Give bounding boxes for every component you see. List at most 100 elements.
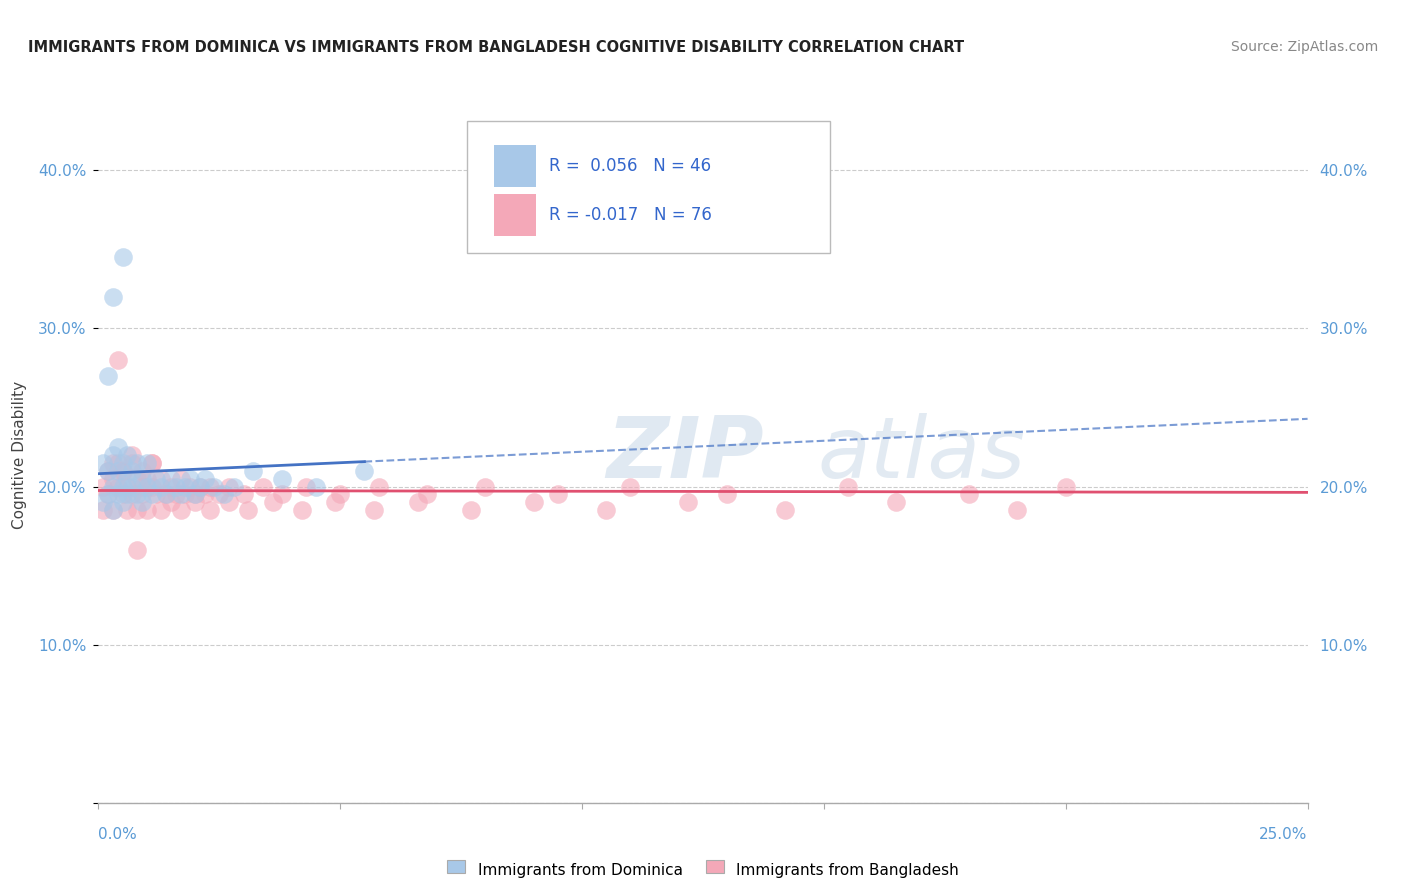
Point <box>135 479 157 493</box>
Point <box>208 487 231 501</box>
Point <box>141 487 163 501</box>
Point <box>252 479 274 493</box>
Point <box>117 448 139 462</box>
Point <box>179 472 201 486</box>
Point <box>547 487 569 501</box>
Text: ZIP: ZIP <box>606 413 763 497</box>
Point <box>368 479 391 493</box>
Text: 25.0%: 25.0% <box>1260 827 1308 841</box>
Point <box>97 464 120 478</box>
Point <box>238 503 260 517</box>
Point <box>117 479 139 493</box>
Point <box>135 472 157 486</box>
Point <box>107 479 129 493</box>
Point <box>111 456 134 470</box>
Point <box>91 495 114 509</box>
Point <box>212 487 235 501</box>
Point <box>107 464 129 478</box>
Point <box>101 448 124 462</box>
Point <box>107 440 129 454</box>
Point <box>188 479 211 493</box>
Point <box>155 487 177 501</box>
Point <box>127 487 149 501</box>
Point <box>145 487 167 501</box>
Point <box>198 479 221 493</box>
Point <box>117 472 139 486</box>
Point <box>121 464 143 478</box>
Point <box>107 487 129 501</box>
Point <box>242 464 264 478</box>
Point <box>141 479 163 493</box>
Point <box>101 290 124 304</box>
Point <box>91 456 114 470</box>
Text: Source: ZipAtlas.com: Source: ZipAtlas.com <box>1230 40 1378 54</box>
Point <box>169 503 191 517</box>
Point <box>97 368 120 383</box>
Point <box>179 479 201 493</box>
Point <box>111 487 134 501</box>
Point <box>111 250 134 264</box>
Point <box>160 472 183 486</box>
Point <box>222 479 245 493</box>
Point <box>271 472 294 486</box>
Point <box>523 495 546 509</box>
Point <box>474 479 496 493</box>
Point <box>595 503 617 517</box>
Point <box>121 456 143 470</box>
Point <box>329 487 352 501</box>
Point <box>150 479 173 493</box>
Legend: Immigrants from Dominica, Immigrants from Bangladesh: Immigrants from Dominica, Immigrants fro… <box>440 855 966 886</box>
Point <box>145 472 167 486</box>
Point <box>127 503 149 517</box>
Point <box>111 495 134 509</box>
Point <box>127 456 149 470</box>
Point <box>117 503 139 517</box>
Point <box>155 487 177 501</box>
Point <box>353 464 375 478</box>
Point <box>188 479 211 493</box>
Point <box>97 487 120 501</box>
Point <box>678 495 700 509</box>
FancyBboxPatch shape <box>467 121 830 253</box>
Point <box>184 495 207 509</box>
Point <box>305 479 328 493</box>
Point <box>619 479 641 493</box>
Point <box>232 487 254 501</box>
Point <box>262 495 284 509</box>
Point <box>141 456 163 470</box>
Point <box>716 487 738 501</box>
Point <box>325 495 347 509</box>
Point <box>165 479 187 493</box>
Point <box>1007 503 1029 517</box>
Point <box>460 503 482 517</box>
Point <box>160 495 183 509</box>
Point <box>198 503 221 517</box>
Point <box>295 479 318 493</box>
Point <box>135 503 157 517</box>
Point <box>194 472 217 486</box>
Point <box>121 448 143 462</box>
Point <box>416 487 439 501</box>
Point <box>131 487 153 501</box>
Point <box>169 472 191 486</box>
Point <box>174 479 197 493</box>
Point <box>773 503 796 517</box>
Point <box>150 472 173 486</box>
Text: R =  0.056   N = 46: R = 0.056 N = 46 <box>550 157 711 175</box>
Point <box>107 456 129 470</box>
Point <box>194 487 217 501</box>
Point <box>101 503 124 517</box>
Point <box>204 479 226 493</box>
Point <box>107 353 129 368</box>
Point <box>111 464 134 478</box>
Point <box>184 487 207 501</box>
Point <box>117 487 139 501</box>
Point <box>131 472 153 486</box>
Point <box>101 456 124 470</box>
Point <box>97 464 120 478</box>
Point <box>91 503 114 517</box>
Point <box>218 495 240 509</box>
Point <box>1054 479 1077 493</box>
Point <box>290 503 312 517</box>
Text: atlas: atlas <box>818 413 1026 497</box>
